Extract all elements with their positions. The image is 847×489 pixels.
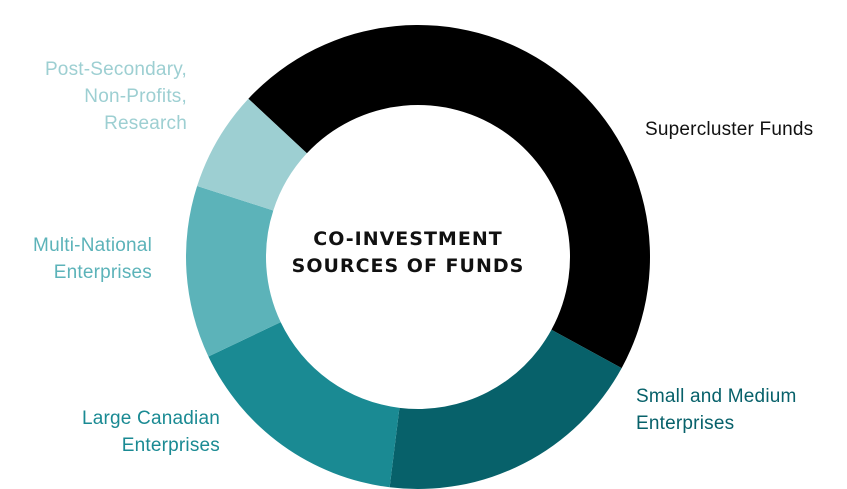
center-title-line-2: SOURCES OF FUNDS [291,255,525,277]
slice-label-large-canadian-enterprises: Large Canadian Enterprises [20,405,220,459]
donut-slice-3 [186,186,281,357]
slice-label-line: Research [104,113,187,134]
slice-label-line: Non-Profits, [84,86,187,107]
slice-label-line: Supercluster Funds [645,119,814,140]
slice-label-line: Large Canadian [81,408,220,429]
slice-label-supercluster-funds: Supercluster Funds [645,116,813,143]
slice-label-post-secondary-non-profits-research: Post-Secondary, Non-Profits, Research [0,56,187,137]
slice-label-line: Enterprises [121,435,220,456]
slice-label-line: Enterprises [53,262,152,283]
slice-label-small-medium-enterprises: Small and Medium Enterprises [636,383,797,437]
donut-slice-0 [248,24,651,369]
slice-label-line: Multi-National [33,235,152,256]
center-title-line-1: CO-INVESTMENT [313,228,503,250]
donut-slice-2 [208,322,400,488]
slice-label-line: Small and Medium [636,386,797,407]
donut-slice-4 [197,98,307,211]
slice-label-multi-national-enterprises: Multi-National Enterprises [0,232,152,286]
slice-label-line: Post-Secondary, [44,59,187,80]
donut-slice-1 [389,329,622,489]
slice-label-line: Enterprises [636,413,735,434]
chart-center-title: CO-INVESTMENT SOURCES OF FUNDS [228,226,588,280]
